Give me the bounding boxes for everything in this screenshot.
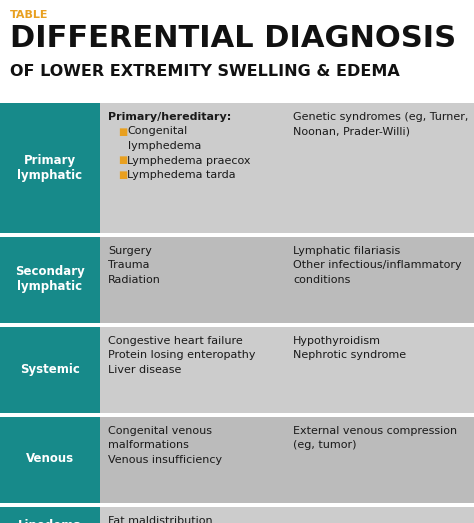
Bar [0,413,474,417]
Text: Congenital: Congenital [127,127,187,137]
Text: Secondary
lymphatic: Secondary lymphatic [15,265,85,293]
Text: Primary/hereditary:: Primary/hereditary: [108,112,231,122]
Text: Lipedema: Lipedema [18,518,82,523]
Bar [0,233,474,237]
Bar [100,503,474,523]
Text: lymphedema: lymphedema [128,141,201,151]
Text: Liver disease: Liver disease [108,365,182,375]
Text: Primary
lymphatic: Primary lymphatic [18,154,82,182]
Text: Protein losing enteropathy: Protein losing enteropathy [108,350,255,360]
Bar [0,503,100,523]
Text: Genetic syndromes (eg, Turner,
Noonan, Prader-Willi): Genetic syndromes (eg, Turner, Noonan, P… [293,112,468,137]
Bar [0,413,100,503]
Text: DIFFERENTIAL DIAGNOSIS: DIFFERENTIAL DIAGNOSIS [10,24,456,53]
Text: ■: ■ [118,155,127,165]
Bar [0,323,100,413]
Text: Hypothyroidism
Nephrotic syndrome: Hypothyroidism Nephrotic syndrome [293,336,406,360]
Bar [0,233,100,323]
Bar [100,323,474,413]
Text: Congestive heart failure: Congestive heart failure [108,336,243,346]
Text: OF LOWER EXTREMITY SWELLING & EDEMA: OF LOWER EXTREMITY SWELLING & EDEMA [10,64,400,79]
Bar [100,233,474,323]
Bar [0,323,474,327]
Text: Lymphedema tarda: Lymphedema tarda [127,170,236,180]
Text: External venous compression
(eg, tumor): External venous compression (eg, tumor) [293,426,457,450]
Text: ■: ■ [118,127,127,137]
Text: Congenital venous: Congenital venous [108,426,212,436]
Text: Systemic: Systemic [20,362,80,376]
Text: Trauma: Trauma [108,260,149,270]
Text: Venous: Venous [26,452,74,465]
Text: Lymphedema praecox: Lymphedema praecox [127,155,250,165]
Bar [100,413,474,503]
Text: malformations: malformations [108,440,189,450]
Text: Lymphatic filariasis
Other infectious/inflammatory
conditions: Lymphatic filariasis Other infectious/in… [293,246,462,285]
Text: TABLE: TABLE [10,10,48,20]
Bar [0,103,100,233]
Text: Radiation: Radiation [108,275,161,285]
Bar [100,103,474,233]
Bar [0,503,474,507]
Text: Fat maldistribution: Fat maldistribution [108,516,213,523]
Text: ■: ■ [118,170,127,180]
Text: Surgery: Surgery [108,246,152,256]
Text: Venous insufficiency: Venous insufficiency [108,455,222,465]
